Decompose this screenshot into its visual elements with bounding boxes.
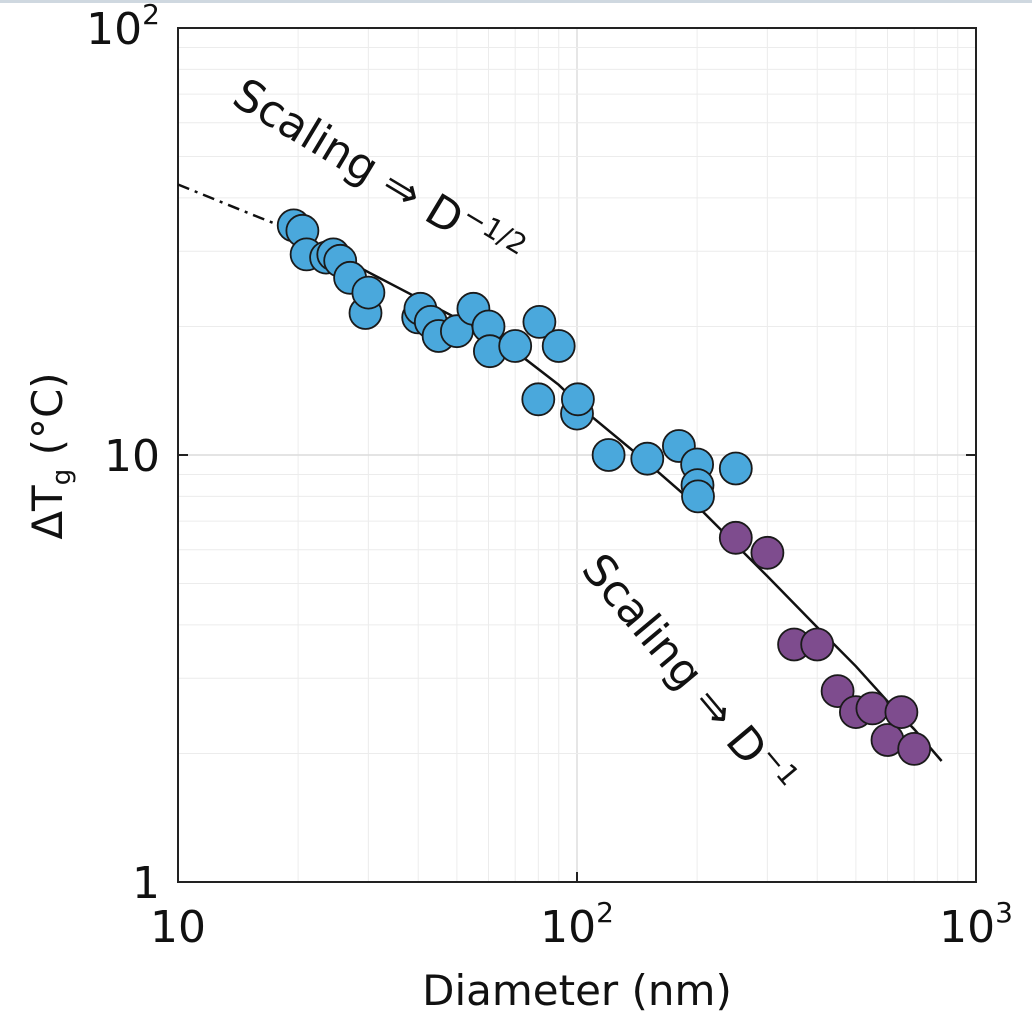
x-tick-label: 102 <box>540 896 614 953</box>
y-axis-label: ΔTg (°C) <box>23 372 77 539</box>
data-point <box>897 732 932 766</box>
data-point <box>681 479 715 514</box>
plot-frame <box>177 27 977 883</box>
data-point <box>884 695 919 729</box>
y-tick-label: 102 <box>86 0 160 55</box>
data-point <box>561 382 595 417</box>
data-point <box>718 451 753 486</box>
data-point <box>718 520 753 555</box>
data-point <box>522 304 557 339</box>
y-axis-label-sub: g <box>47 469 77 486</box>
data-point <box>541 329 576 363</box>
y-axis-label-unit: (°C) <box>23 372 72 468</box>
data-point <box>521 382 556 417</box>
data-point <box>351 275 386 310</box>
data-point <box>800 627 835 662</box>
data-point <box>630 441 665 476</box>
data-point <box>750 535 785 570</box>
top-border <box>0 0 1032 3</box>
y-axis-label-main: ΔT <box>23 485 72 540</box>
y-tick-label: 10 <box>104 431 160 482</box>
data-point <box>498 329 533 363</box>
x-tick-labels: 10 102 103 <box>150 896 1013 953</box>
x-axis-label: Diameter (nm) <box>422 966 732 1015</box>
x-tick-label: 103 <box>939 896 1013 953</box>
y-tick-label: 1 <box>132 858 160 909</box>
x-tick-label: 10 <box>150 902 206 953</box>
y-tick-labels: 1 10 102 <box>86 0 160 909</box>
data-point <box>591 438 626 472</box>
data-point <box>855 691 890 726</box>
data-points <box>276 208 932 766</box>
